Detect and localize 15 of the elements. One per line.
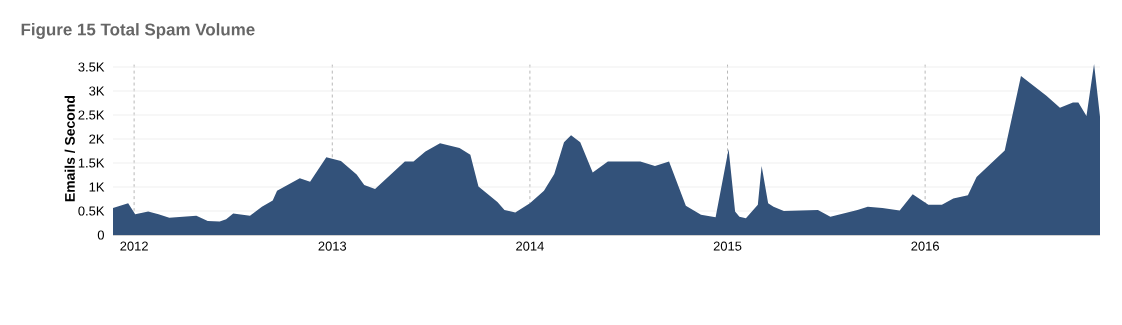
x-tick-label: 2014: [516, 241, 544, 251]
x-tick-label: 2013: [318, 241, 347, 251]
chart-title: Figure 15 Total Spam Volume: [21, 23, 255, 39]
y-tick-label: 1.5K: [78, 158, 105, 168]
y-tick-label: 0: [97, 230, 104, 240]
y-tick-label: 2.5K: [78, 110, 105, 120]
y-tick-label: 1K: [89, 182, 105, 192]
y-tick-label: 3.5K: [78, 62, 105, 72]
x-tick-label: 2015: [713, 241, 742, 251]
y-tick-label: 2K: [89, 134, 105, 144]
x-tick-label: 2012: [120, 241, 148, 251]
y-tick-label: 3K: [89, 86, 105, 96]
x-tick-label: 2016: [911, 241, 939, 251]
y-tick-label: 0.5K: [78, 206, 105, 216]
y-axis-title: Emails / Second: [64, 96, 75, 202]
